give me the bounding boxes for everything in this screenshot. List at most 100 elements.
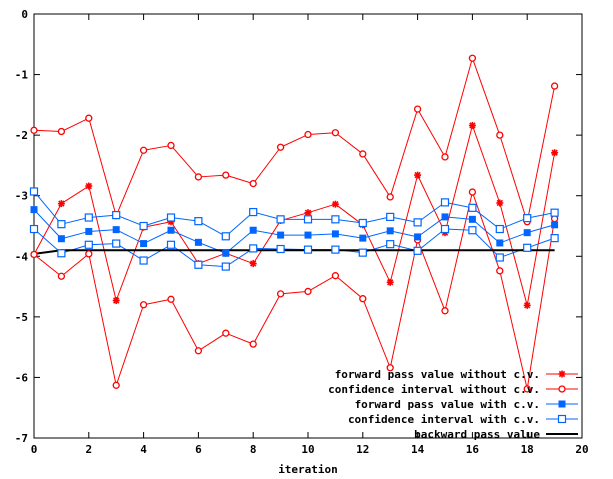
legend-swatch-marker-2 — [558, 400, 566, 408]
data-point-s1-12 — [359, 150, 367, 158]
data-point-s4-14 — [413, 218, 422, 227]
series-line-0 — [33, 124, 556, 306]
y-tick-label: 0 — [21, 8, 28, 21]
data-point-s4-2 — [84, 213, 93, 222]
legend-label-4: backward pass value — [414, 428, 540, 441]
legend-label-2: forward pass value with c.v. — [355, 398, 540, 411]
x-tick-label: 18 — [521, 443, 534, 456]
data-point-s3-12 — [359, 234, 367, 242]
data-point-s3-0 — [30, 206, 38, 214]
data-point-s2-11 — [331, 272, 340, 280]
legend-swatch-marker-0 — [558, 370, 566, 378]
data-point-s4-12 — [358, 218, 367, 228]
data-point-s1-2 — [85, 114, 93, 122]
data-point-s1-17 — [496, 131, 504, 139]
x-tick-label: 0 — [31, 443, 38, 456]
series-line-2 — [33, 191, 556, 390]
data-point-s0-14 — [414, 171, 422, 179]
data-point-s0-1 — [57, 200, 65, 208]
data-point-s5-11 — [331, 245, 340, 254]
data-point-s1-15 — [441, 153, 449, 161]
data-point-s4-8 — [249, 207, 258, 217]
data-point-s5-2 — [84, 240, 93, 249]
data-point-s1-11 — [331, 129, 340, 137]
data-point-s2-15 — [441, 307, 449, 315]
data-point-s1-8 — [249, 179, 257, 188]
data-point-s2-13 — [386, 364, 394, 372]
data-point-s5-3 — [112, 239, 121, 248]
data-point-s5-16 — [468, 226, 477, 235]
data-point-s2-3 — [112, 381, 120, 389]
data-point-s0-8 — [249, 260, 257, 268]
data-point-s3-16 — [468, 215, 476, 223]
data-point-s0-19 — [551, 149, 559, 157]
data-point-s3-1 — [57, 235, 65, 243]
data-point-s3-3 — [112, 226, 120, 234]
data-point-s5-12 — [358, 248, 367, 257]
data-point-s3-6 — [194, 238, 202, 246]
data-point-s0-18 — [523, 301, 531, 309]
legend-swatch-marker-1 — [558, 385, 566, 393]
data-point-s2-2 — [85, 250, 93, 258]
data-point-s1-13 — [386, 193, 394, 201]
data-point-s2-5 — [167, 295, 175, 303]
legend: forward pass value without c.v. confidenc… — [328, 368, 578, 441]
series-markers — [29, 54, 559, 393]
y-tick-label: -4 — [15, 250, 29, 263]
series-line-6 — [33, 249, 555, 255]
series-line-1 — [33, 57, 556, 223]
data-point-s3-18 — [523, 229, 531, 237]
data-point-s2-10 — [304, 287, 312, 296]
data-point-s3-13 — [386, 227, 394, 235]
data-point-s4-3 — [112, 210, 121, 220]
x-axis-label: iteration — [278, 463, 338, 476]
x-tick-label: 4 — [140, 443, 147, 456]
data-point-s4-15 — [440, 198, 450, 207]
data-point-s3-17 — [496, 239, 504, 247]
data-point-s2-7 — [222, 329, 230, 337]
data-point-s5-17 — [495, 253, 504, 262]
data-point-s5-6 — [194, 260, 203, 269]
data-point-s5-4 — [139, 256, 148, 265]
data-point-s0-3 — [112, 297, 120, 305]
data-point-s4-19 — [550, 208, 559, 217]
data-point-s1-19 — [550, 82, 559, 90]
legend-swatch-marker-3 — [557, 414, 567, 424]
data-point-s4-18 — [523, 214, 532, 223]
legend-label-1: confidence interval without c.v. — [328, 383, 540, 396]
data-point-s5-9 — [276, 244, 285, 254]
data-point-s0-11 — [331, 200, 339, 208]
data-point-s2-0 — [30, 250, 38, 259]
x-tick-label: 12 — [356, 443, 369, 456]
data-point-s2-1 — [57, 272, 66, 280]
series-lines — [33, 57, 556, 390]
data-point-s1-9 — [276, 143, 285, 151]
legend-label-3: confidence interval with c.v. — [348, 413, 540, 426]
data-point-s4-9 — [276, 215, 285, 224]
data-point-s1-16 — [468, 54, 477, 62]
data-point-s3-2 — [85, 227, 93, 235]
data-point-s5-8 — [249, 244, 258, 253]
data-point-s0-13 — [386, 278, 394, 286]
axis-ticks: 0 2 4 6 8 10 12 14 16 18 20 0 -1 -2 -3 -4 -5 -6 -7 — [15, 8, 589, 456]
data-point-s3-5 — [167, 226, 175, 234]
x-tick-label: 16 — [466, 443, 480, 456]
data-point-s1-5 — [167, 141, 175, 150]
data-point-s4-10 — [303, 215, 313, 224]
legend-label-0: forward pass value without c.v. — [335, 368, 540, 381]
data-point-s0-2 — [85, 182, 93, 190]
data-point-s4-6 — [194, 217, 203, 226]
y-tick-label: -7 — [15, 432, 28, 445]
data-point-s4-4 — [139, 221, 148, 231]
data-point-s1-6 — [194, 173, 203, 181]
data-point-s2-16 — [468, 188, 477, 196]
y-tick-label: -3 — [15, 190, 28, 203]
data-point-s0-17 — [496, 199, 504, 207]
data-point-s5-15 — [440, 224, 450, 234]
data-point-s4-0 — [29, 187, 39, 196]
data-point-s4-5 — [166, 213, 176, 222]
y-tick-label: -5 — [15, 311, 28, 324]
data-point-s5-18 — [523, 243, 532, 252]
